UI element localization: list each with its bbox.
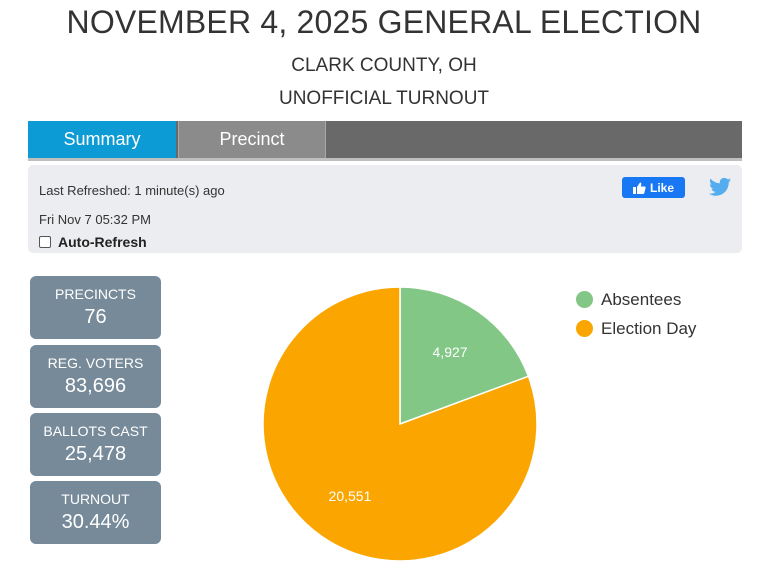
legend-swatch-absentees [576, 291, 593, 308]
turnout-pie-chart: 4,927 20,551 [262, 286, 538, 562]
stat-value: 76 [84, 306, 107, 328]
stat-precincts: PRECINCTS 76 [30, 276, 161, 339]
chart-legend: Absentees Election Day [576, 285, 696, 343]
tab-summary[interactable]: Summary [28, 121, 176, 158]
page-title: NOVEMBER 4, 2025 GENERAL ELECTION [66, 4, 702, 40]
stat-reg-voters: REG. VOTERS 83,696 [30, 345, 161, 408]
stat-label: TURNOUT [61, 491, 130, 507]
last-refreshed-text: Last Refreshed: 1 minute(s) ago [39, 183, 225, 198]
legend-label: Absentees [601, 289, 682, 309]
twitter-icon[interactable] [709, 177, 731, 197]
page-subtitle: UNOFFICIAL TURNOUT [278, 88, 490, 109]
legend-swatch-election-day [576, 320, 593, 337]
tab-bar: Summary Precinct [28, 121, 742, 161]
stat-label: BALLOTS CAST [43, 423, 148, 439]
stat-value: 25,478 [64, 443, 127, 465]
stat-value: 83,696 [64, 375, 127, 397]
legend-item-election-day[interactable]: Election Day [576, 314, 696, 343]
county-name: CLARK COUNTY, OH [291, 55, 477, 76]
pie-slice-absentees[interactable] [399, 286, 530, 426]
pie-slice-election-day[interactable] [262, 286, 538, 562]
auto-refresh-checkbox[interactable] [39, 236, 51, 248]
stat-label: PRECINCTS [55, 286, 136, 302]
auto-refresh-toggle[interactable]: Auto-Refresh [39, 234, 147, 250]
pie-data-label: 4,927 [433, 344, 468, 360]
thumbs-up-icon [632, 182, 646, 194]
refresh-datetime: Fri Nov 7 05:32 PM [39, 212, 151, 227]
auto-refresh-label: Auto-Refresh [58, 234, 147, 250]
stat-value: 30.44% [61, 511, 130, 533]
stat-ballots-cast: BALLOTS CAST 25,478 [30, 413, 161, 476]
like-label: Like [649, 180, 674, 195]
stat-label: REG. VOTERS [47, 355, 144, 371]
tab-precinct[interactable]: Precinct [178, 121, 326, 158]
pie-data-label: 20,551 [329, 488, 372, 504]
legend-label: Election Day [601, 318, 697, 338]
stat-turnout: TURNOUT 30.44% [30, 481, 161, 544]
facebook-like-button[interactable]: Like [622, 177, 685, 198]
refresh-info-panel: Last Refreshed: 1 minute(s) ago Fri Nov … [28, 165, 742, 253]
legend-item-absentees[interactable]: Absentees [576, 285, 696, 314]
